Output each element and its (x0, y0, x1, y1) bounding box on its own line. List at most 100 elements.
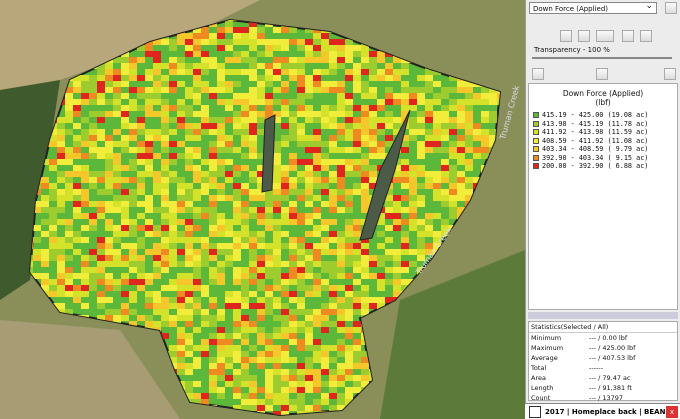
map-cell (249, 399, 257, 405)
map-cell (337, 297, 345, 303)
map-cell (105, 249, 113, 255)
map-cell (185, 249, 193, 255)
map-cell (297, 405, 305, 411)
checkbox[interactable] (529, 406, 541, 418)
map-cell (193, 153, 201, 159)
map-cell (153, 93, 161, 99)
map-cell (30, 261, 33, 267)
map-cell (89, 213, 97, 219)
map-cell (313, 351, 321, 357)
map-cell (177, 153, 185, 159)
map-cell (369, 261, 377, 267)
map-cell (265, 399, 273, 405)
map-cell (105, 315, 113, 321)
map-cell (305, 243, 313, 249)
map-cell (409, 219, 417, 225)
map-cell (209, 375, 217, 381)
tool-button[interactable] (560, 30, 572, 42)
map-cell (361, 171, 369, 177)
map-cell (257, 357, 265, 363)
map-cell (433, 111, 441, 117)
map-cell (241, 351, 249, 357)
map-cell (209, 243, 217, 249)
map-cell (41, 285, 49, 291)
map-cell (345, 69, 353, 75)
map-cell (401, 111, 409, 117)
map-cell (289, 309, 297, 315)
map-cell (145, 291, 153, 297)
map-cell (201, 309, 209, 315)
tool-button[interactable] (596, 68, 608, 80)
map-cell (345, 57, 353, 63)
map-cell (161, 297, 169, 303)
map-cell (65, 219, 73, 225)
legend-unit: (lbf) (595, 98, 611, 107)
map-cell (177, 207, 185, 213)
tool-button[interactable] (578, 30, 590, 42)
transparency-slider[interactable] (532, 57, 672, 59)
tool-button[interactable] (664, 68, 676, 80)
map-cell (169, 153, 177, 159)
map-cell (153, 57, 161, 63)
map-cell (265, 255, 273, 261)
map-cell (217, 225, 225, 231)
map-cell (241, 315, 249, 321)
map-cell (265, 303, 273, 309)
legend-label: 411.92 - 413.98 (11.59 ac) (542, 128, 649, 137)
map-cell (241, 111, 249, 117)
statistics: Statistics(Selected / All) Minimum --- / … (528, 321, 678, 402)
layer-dropdown[interactable]: Down Force (Applied) (529, 0, 657, 14)
map-cell (353, 387, 361, 393)
map-cell (89, 279, 97, 285)
map-cell (345, 165, 353, 171)
map-cell (441, 117, 449, 123)
tool-button[interactable] (640, 30, 652, 42)
map-cell (137, 279, 145, 285)
map-cell (337, 195, 345, 201)
map-cell (105, 99, 113, 105)
map-cell (217, 81, 225, 87)
map-cell (217, 249, 225, 255)
map-cell (265, 297, 273, 303)
tool-button[interactable] (532, 68, 544, 80)
map-cell (313, 171, 321, 177)
map-cell (129, 231, 137, 237)
map-cell (345, 303, 353, 309)
map-cell (81, 129, 89, 135)
map-cell (289, 273, 297, 279)
map[interactable]: Truman Creek Truman Creek (0, 0, 525, 419)
map-cell (145, 231, 153, 237)
map-cell (281, 303, 289, 309)
map-cell (329, 297, 337, 303)
map-cell (241, 117, 249, 123)
map-cell (337, 381, 345, 387)
map-cell (329, 369, 337, 375)
map-cell (425, 69, 433, 75)
map-cell (137, 261, 145, 267)
map-cell (225, 135, 233, 141)
map-cell (297, 45, 305, 51)
settings-button[interactable] (665, 2, 677, 14)
map-cell (137, 45, 145, 51)
map-cell (337, 189, 345, 195)
map-cell (161, 333, 169, 339)
map-cell (209, 183, 217, 189)
map-cell (177, 285, 185, 291)
close-button[interactable]: x (666, 406, 678, 418)
map-cell (185, 393, 193, 399)
map-cell (257, 237, 265, 243)
map-cell (257, 153, 265, 159)
map-cell (65, 231, 73, 237)
map-cell (297, 267, 305, 273)
map-cell (241, 243, 249, 249)
map-cell (201, 261, 209, 267)
splitter[interactable] (528, 312, 678, 319)
map-cell (441, 87, 449, 93)
map-cell (57, 279, 65, 285)
map-cell (177, 279, 185, 285)
map-cell (281, 405, 289, 411)
tool-button[interactable] (622, 30, 634, 42)
map-cell (433, 123, 441, 129)
tool-button[interactable] (596, 30, 614, 42)
